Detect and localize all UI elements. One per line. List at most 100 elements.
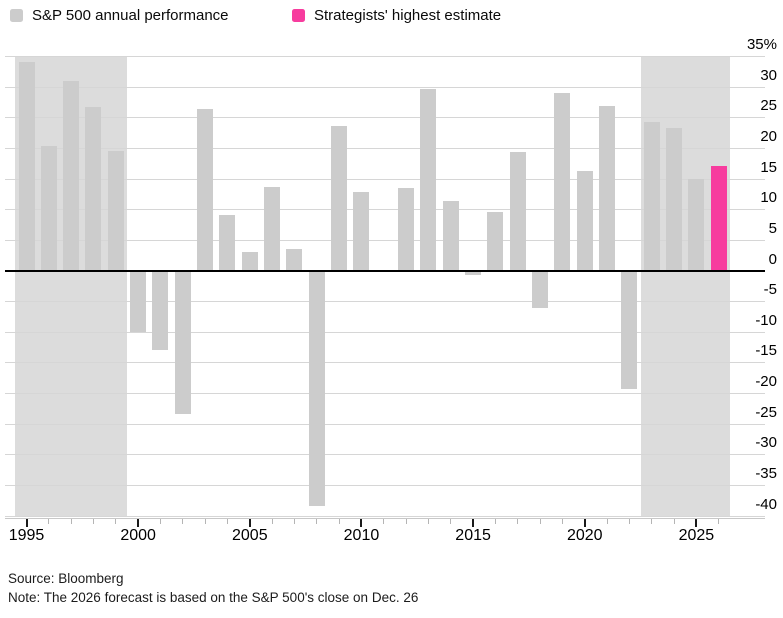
y-tick-label: 15 [760,158,777,176]
x-minor-tick [204,518,206,524]
y-tick-label: -40 [755,495,777,513]
x-minor-tick [517,518,519,524]
y-tick-label: 25 [760,97,777,115]
y-tick-label: -30 [755,434,777,452]
legend-item-highest-estimate: Strategists' highest estimate [292,4,501,26]
bar-2000 [130,270,147,333]
gridline [5,147,765,149]
bar-2013 [420,89,437,271]
gridline [5,178,765,180]
legend-label: Strategists' highest estimate [314,6,502,24]
bar-2004 [219,215,236,271]
y-tick-label: 20 [760,127,777,145]
bar-2010 [353,192,370,271]
x-minor-tick [271,518,273,524]
bar-2020 [576,170,593,271]
gridline [5,55,765,57]
y-tick-label: -35 [755,465,777,482]
bar-2016 [487,212,504,271]
bar-2015 [465,270,482,275]
bar-2018 [532,270,549,309]
x-axis-line [5,517,765,519]
y-tick-label: 0 [768,250,777,268]
gridline [5,239,765,241]
gridline [5,362,765,364]
legend-item-annual-performance: S&P 500 annual performance [10,4,229,26]
x-minor-tick [494,518,496,524]
bar-2006 [264,187,281,271]
x-minor-tick [427,518,429,524]
bar-1998 [85,106,102,271]
x-minor-tick [115,518,117,524]
x-minor-tick [159,518,161,524]
bar-2017 [509,151,526,271]
y-tick-label: 5 [768,219,777,237]
x-minor-tick [405,518,407,524]
x-minor-tick [561,518,563,524]
x-major-tick [137,518,140,527]
gridline [5,331,765,333]
bar-2019 [554,93,571,271]
gridline [5,423,765,425]
y-tick-label: 10 [760,189,777,207]
annual-performance-swatch-icon [10,8,23,22]
x-major-tick [583,518,586,527]
bar-1995 [18,61,35,271]
bar-2005 [241,252,258,271]
x-minor-tick [338,518,340,524]
gridline [5,393,765,395]
x-minor-tick [383,518,385,524]
bar-2014 [442,200,459,271]
gridline [5,515,765,517]
x-tick-label: 2000 [120,527,156,544]
bar-2008 [308,270,325,507]
x-major-tick [695,518,698,527]
bar-2025 [688,178,705,271]
x-major-tick [248,518,251,527]
y-tick-label: -15 [755,342,777,360]
y-tick-label: 35% [746,35,777,53]
x-minor-tick [70,518,72,524]
x-minor-tick [606,518,608,524]
x-minor-tick [48,518,50,524]
zero-baseline [5,269,765,272]
chart-footer: Source: Bloomberg Note: The 2026 forecas… [8,569,418,607]
x-minor-tick [316,518,318,524]
gridline [5,117,765,119]
x-minor-tick [718,518,720,524]
bar-estimate-2026 [710,166,727,271]
bar-1997 [63,80,80,271]
y-tick-label: 30 [760,66,777,84]
bar-2021 [599,105,616,271]
x-minor-tick [539,518,541,524]
bar-2003 [197,108,214,271]
x-tick-label: 2010 [343,527,380,544]
bar-2024 [666,127,683,271]
x-major-tick [472,518,475,527]
bar-2007 [286,249,303,271]
x-tick-label: 2005 [232,527,268,544]
bar-2009 [331,126,348,271]
x-minor-tick [450,518,452,524]
x-major-tick [25,518,28,527]
x-minor-tick [182,518,184,524]
x-tick-label: 2025 [678,527,715,544]
bar-2022 [621,270,638,390]
bar-2002 [174,270,191,414]
x-tick-label: 2015 [455,527,491,544]
y-tick-label: -20 [755,373,777,391]
x-minor-tick [92,518,94,524]
note-line: Note: The 2026 forecast is based on the … [8,590,419,605]
gridline [5,485,765,486]
bar-2023 [643,122,660,271]
y-tick-label: -25 [755,403,777,421]
bar-1999 [107,150,124,271]
gridline [5,454,765,456]
y-tick-label: -10 [755,311,777,329]
x-tick-label: 2020 [566,527,603,544]
legend-label: S&P 500 annual performance [32,6,229,24]
gridline [5,209,765,211]
x-minor-tick [226,518,228,524]
highest-estimate-swatch-icon [292,8,305,22]
